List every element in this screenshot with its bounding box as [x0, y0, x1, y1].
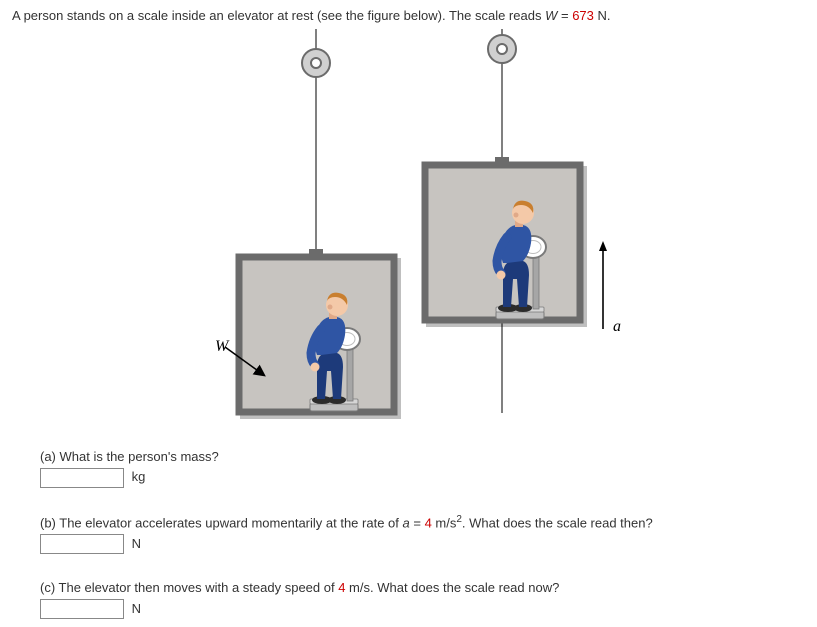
equals2: = — [410, 515, 425, 530]
part-b-post: . What does the scale read then? — [462, 515, 653, 530]
part-c-post: . What does the scale read now? — [370, 580, 559, 595]
part-b: (b) The elevator accelerates upward mome… — [40, 514, 805, 554]
equals: = — [557, 8, 572, 23]
problem-statement: A person stands on a scale inside an ele… — [12, 8, 805, 23]
w-unit: N. — [594, 8, 611, 23]
part-a-question: (a) What is the person's mass? — [40, 449, 805, 464]
part-c-pre: (c) The elevator then moves with a stead… — [40, 580, 338, 595]
part-b-pre: (b) The elevator accelerates upward mome… — [40, 515, 403, 530]
intro-text: A person stands on a scale inside an ele… — [12, 8, 545, 23]
figure-container: W a — [129, 29, 689, 429]
part-b-unit: N — [132, 536, 141, 551]
part-a: (a) What is the person's mass? kg — [40, 449, 805, 488]
part-c-input[interactable] — [40, 599, 124, 619]
part-b-input[interactable] — [40, 534, 124, 554]
elevator-figure: W a — [129, 29, 689, 429]
figure-svg: W a — [129, 29, 689, 429]
part-a-input[interactable] — [40, 468, 124, 488]
v-unit: m/s — [345, 580, 370, 595]
elevator-right-group — [425, 29, 584, 413]
part-a-unit: kg — [132, 469, 146, 484]
a-label: a — [613, 318, 621, 335]
a-var: a — [403, 515, 410, 530]
part-c-unit: N — [132, 601, 141, 616]
part-c-question: (c) The elevator then moves with a stead… — [40, 580, 805, 595]
part-b-question: (b) The elevator accelerates upward mome… — [40, 514, 805, 530]
part-c: (c) The elevator then moves with a stead… — [40, 580, 805, 619]
w-value: 673 — [572, 8, 594, 23]
w-label: W — [215, 338, 230, 355]
a-unit-pre: m/s — [432, 515, 457, 530]
w-variable: W — [545, 8, 557, 23]
a-value: 4 — [425, 515, 432, 530]
elevator-left-group — [239, 29, 398, 416]
